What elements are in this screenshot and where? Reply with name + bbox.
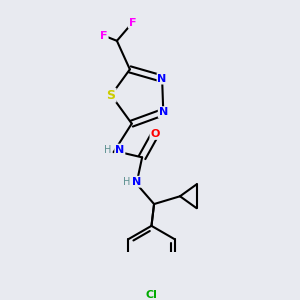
- Text: H: H: [123, 177, 130, 187]
- Text: N: N: [132, 177, 142, 187]
- Text: N: N: [158, 74, 167, 84]
- Text: N: N: [115, 145, 124, 154]
- Text: O: O: [150, 129, 160, 139]
- Text: H: H: [104, 145, 111, 154]
- Text: F: F: [129, 18, 136, 28]
- Text: N: N: [159, 107, 168, 117]
- Text: S: S: [106, 89, 116, 102]
- Text: F: F: [100, 31, 108, 40]
- Text: Cl: Cl: [146, 290, 158, 300]
